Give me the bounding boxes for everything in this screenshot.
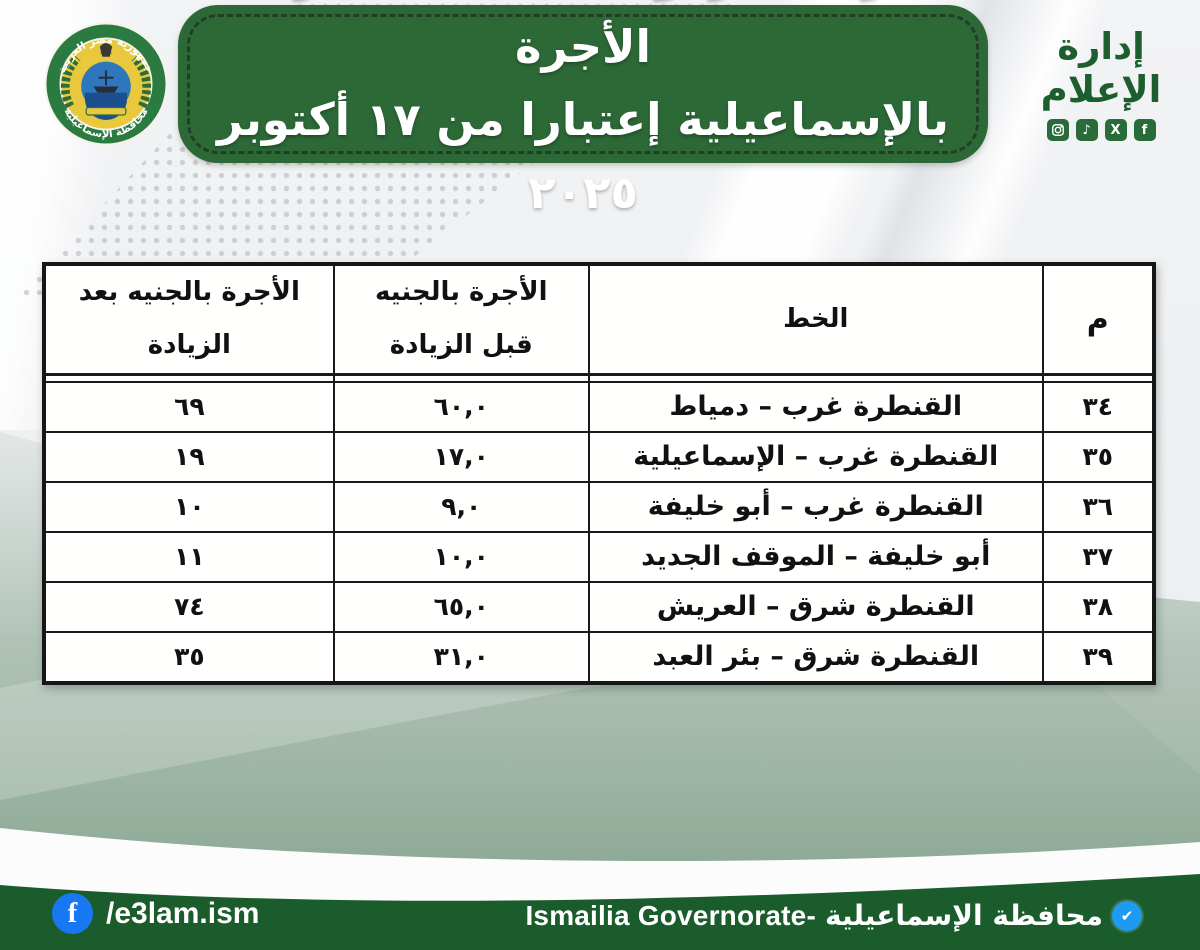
- fare-after: ٦٩: [43, 380, 335, 433]
- title-banner: تعريفة الركوب الجديدة لسيارات الأجرة بال…: [178, 0, 988, 219]
- seal-graphic: جمهورية مصر العربية محافظة الإسماعيلية: [44, 22, 168, 146]
- verified-badge-icon: ✔: [1112, 900, 1142, 931]
- tiktok-icon: ♪: [1075, 119, 1098, 142]
- x-icon: X: [1104, 119, 1127, 142]
- col-header-route: الخط: [587, 262, 1044, 376]
- fare-table: م الخط الأجرة بالجنيه قبل الزيادة الأجرة…: [42, 262, 1156, 685]
- route-number: ٣٤: [1041, 380, 1156, 433]
- route-number: ٣٥: [1041, 430, 1156, 483]
- table-row: ٣٦ القنطرة غرب – أبو خليفة ٩,٠ ١٠: [43, 480, 1156, 533]
- route-number: ٣٩: [1041, 630, 1156, 684]
- col-header-fare-after: الأجرة بالجنيه بعد الزيادة: [43, 262, 335, 376]
- route-name: القنطرة غرب – أبو خليفة: [587, 480, 1044, 533]
- fare-after: ٣٥: [43, 630, 335, 684]
- route-name: أبو خليفة – الموقف الجديد: [587, 530, 1044, 583]
- table-row: ٣٤ القنطرة غرب – دمياط ٦٠,٠ ٦٩: [43, 380, 1156, 433]
- fare-before: ٦٥,٠: [332, 580, 590, 633]
- table-header-row: م الخط الأجرة بالجنيه قبل الزيادة الأجرة…: [43, 262, 1156, 376]
- poster-title-line2: بالإسماعيلية إعتبارا من ١٧ أكتوبر ٢٠٢٥: [217, 93, 949, 219]
- governorate-seal-logo: جمهورية مصر العربية محافظة الإسماعيلية: [44, 22, 168, 146]
- facebook-circle-icon: f: [52, 893, 93, 934]
- fare-before: ٦٠,٠: [332, 380, 590, 433]
- fare-after: ١١: [43, 530, 335, 583]
- poster-title-line1: تعريفة الركوب الجديدة لسيارات الأجرة: [234, 0, 933, 74]
- department-label-line2: الإعلام: [1040, 67, 1162, 111]
- department-label-line1: إدارة: [1057, 25, 1145, 68]
- fare-before: ١٧,٠: [332, 430, 590, 483]
- facebook-icon: f: [1133, 119, 1156, 142]
- table-row: ٣٩ القنطرة شرق – بئر العبد ٣١,٠ ٣٥: [43, 630, 1156, 684]
- table-row: ٣٥ القنطرة غرب – الإسماعيلية ١٧,٠ ١٩: [43, 430, 1156, 483]
- route-number: ٣٦: [1041, 480, 1156, 533]
- fare-after: ٧٤: [43, 580, 335, 633]
- route-number: ٣٨: [1041, 580, 1156, 633]
- route-name: القنطرة شرق – بئر العبد: [587, 630, 1044, 684]
- media-department-block: إدارة الإعلام ♪ X f: [1026, 25, 1176, 142]
- route-name: القنطرة غرب – دمياط: [587, 380, 1044, 433]
- page-name-english: Ismailia Governorate-: [525, 899, 816, 931]
- banner-dashed-border: [187, 14, 979, 154]
- fare-after: ١٩: [43, 430, 335, 483]
- header-separator-row: [43, 374, 1156, 382]
- fare-after: ١٠: [43, 480, 335, 533]
- fare-before: ١٠,٠: [332, 530, 590, 583]
- route-number: ٣٧: [1041, 530, 1156, 583]
- instagram-icon: [1046, 119, 1069, 142]
- table-row: ٣٨ القنطرة شرق – العريش ٦٥,٠ ٧٤: [43, 580, 1156, 633]
- page-name-arabic: محافظة الإسماعيلية: [824, 899, 1103, 932]
- table-row: ٣٧ أبو خليفة – الموقف الجديد ١٠,٠ ١١: [43, 530, 1156, 583]
- fare-before: ٩,٠: [332, 480, 590, 533]
- col-header-index: م: [1041, 262, 1156, 376]
- social-icons-row: ♪ X f: [1026, 119, 1176, 142]
- footer-facebook-handle: f /e3lam.ism: [52, 893, 259, 934]
- route-name: القنطرة غرب – الإسماعيلية: [587, 430, 1044, 483]
- facebook-handle-text: /e3lam.ism: [106, 896, 260, 930]
- col-header-fare-before: الأجرة بالجنيه قبل الزيادة: [332, 262, 590, 376]
- route-name: القنطرة شرق – العريش: [587, 580, 1044, 633]
- fare-before: ٣١,٠: [332, 630, 590, 684]
- footer-page-name: Ismailia Governorate- محافظة الإسماعيلية…: [525, 899, 1142, 932]
